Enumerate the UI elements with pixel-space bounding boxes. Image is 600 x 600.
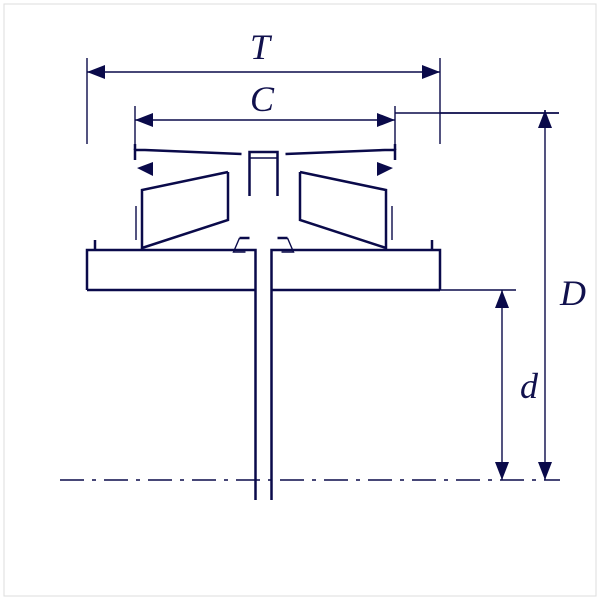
label-d: d <box>520 365 538 407</box>
label-T: T <box>250 26 270 68</box>
label-D: D <box>560 272 586 314</box>
label-C: C <box>250 78 274 120</box>
